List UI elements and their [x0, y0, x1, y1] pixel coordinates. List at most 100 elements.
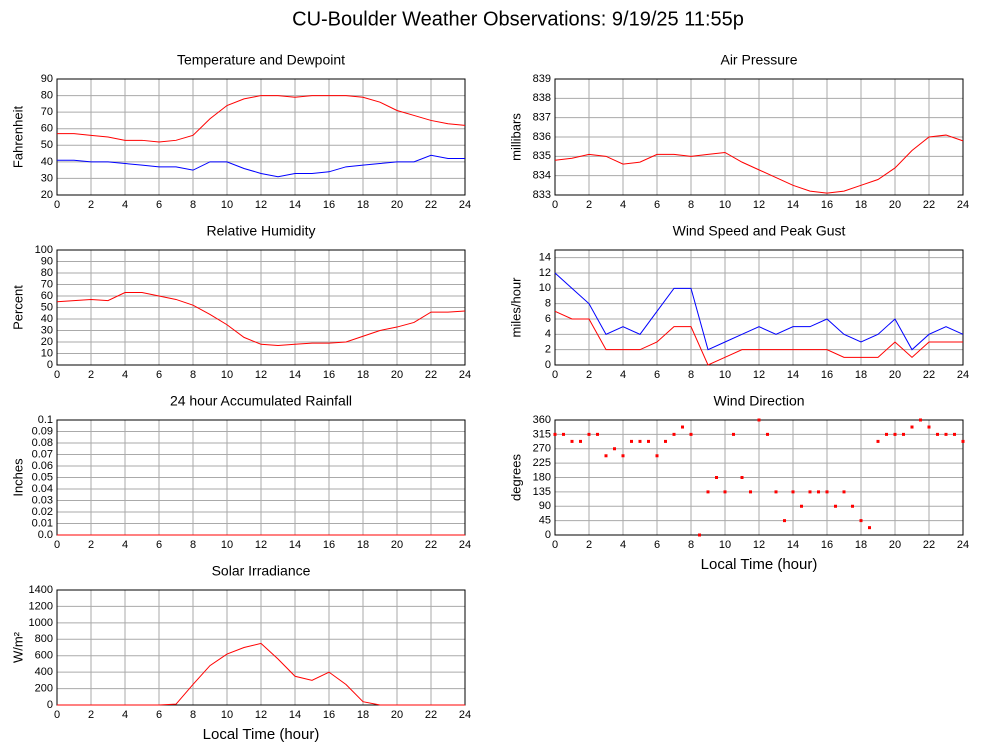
data-point	[919, 418, 922, 422]
data-point	[783, 519, 786, 523]
data-point	[740, 476, 744, 479]
x-tick-label: 24	[459, 199, 471, 211]
y-tick-label: 1200	[29, 600, 53, 612]
page-title: CU-Boulder Weather Observations: 9/19/25…	[292, 8, 744, 30]
x-tick-label: 4	[620, 369, 626, 381]
x-tick-label: 12	[753, 199, 765, 211]
y-tick-label: 835	[533, 150, 551, 162]
chart-title: Wind Speed and Peak Gust	[673, 223, 846, 239]
x-tick-label: 6	[156, 539, 162, 551]
x-tick-label: 18	[855, 539, 867, 551]
y-tick-label: 0.03	[32, 494, 53, 506]
x-tick-label: 22	[425, 199, 437, 211]
plot-frame	[554, 78, 964, 196]
data-point	[672, 432, 676, 436]
x-tick-label: 20	[889, 369, 901, 381]
y-tick-label: 800	[35, 633, 53, 645]
y-tick-label: 0.02	[32, 506, 53, 518]
x-tick-label: 10	[221, 709, 233, 721]
chart: Relative HumidityPercent0102030405060708…	[10, 223, 471, 381]
x-tick-label: 18	[357, 199, 369, 211]
chart-title: Temperature and Dewpoint	[177, 52, 345, 68]
data-point	[621, 454, 625, 458]
data-point	[766, 432, 769, 436]
x-tick-label: 4	[620, 199, 626, 211]
data-point	[689, 432, 693, 436]
y-tick-label: 360	[533, 414, 551, 426]
y-axis-label: Percent	[10, 285, 25, 330]
data-point	[562, 432, 565, 436]
x-tick-label: 4	[122, 369, 128, 381]
y-tick-label: 0.09	[32, 425, 53, 437]
y-tick-label: 0	[47, 699, 53, 711]
x-tick-label: 10	[719, 539, 731, 551]
x-tick-label: 12	[255, 199, 267, 211]
x-tick-label: 16	[323, 539, 335, 551]
x-tick-label: 8	[190, 539, 196, 551]
y-tick-label: 40	[41, 313, 53, 325]
data-line	[56, 292, 466, 346]
x-tick-label: 0	[552, 539, 558, 551]
data-point	[791, 490, 795, 494]
y-tick-label: 20	[41, 189, 53, 201]
y-tick-label: 315	[533, 428, 551, 440]
y-tick-label: 30	[41, 172, 53, 184]
data-point	[885, 432, 888, 436]
data-point	[910, 425, 914, 429]
x-tick-label: 8	[190, 709, 196, 721]
x-tick-label: 0	[552, 199, 558, 211]
y-tick-label: 90	[539, 500, 551, 512]
data-point	[842, 490, 846, 494]
y-tick-label: 400	[35, 666, 53, 678]
data-point	[596, 432, 599, 436]
x-axis-label: Local Time (hour)	[701, 556, 818, 573]
y-axis-label: Inches	[10, 458, 25, 497]
x-tick-label: 20	[889, 199, 901, 211]
y-tick-label: 1400	[29, 584, 53, 596]
x-axis-label: Local Time (hour)	[203, 726, 320, 743]
data-line	[554, 134, 964, 194]
y-tick-label: 837	[533, 112, 551, 124]
y-tick-label: 270	[533, 443, 551, 455]
data-point	[570, 439, 574, 443]
x-tick-label: 14	[787, 539, 799, 551]
x-tick-label: 24	[957, 539, 969, 551]
data-point	[638, 439, 642, 443]
x-tick-label: 18	[357, 709, 369, 721]
y-tick-label: 135	[533, 486, 551, 498]
x-tick-label: 22	[425, 369, 437, 381]
y-tick-label: 2	[545, 344, 551, 356]
data-point	[715, 476, 718, 479]
x-tick-label: 22	[923, 539, 935, 551]
y-tick-label: 40	[41, 156, 53, 168]
x-tick-label: 12	[255, 369, 267, 381]
y-tick-label: 0.1	[38, 414, 53, 426]
x-tick-label: 20	[889, 539, 901, 551]
x-tick-label: 14	[289, 539, 301, 551]
x-tick-label: 22	[425, 539, 437, 551]
y-tick-label: 50	[41, 301, 53, 313]
x-tick-label: 16	[821, 369, 833, 381]
data-point	[613, 447, 616, 451]
data-point	[817, 490, 820, 494]
x-tick-label: 0	[54, 199, 60, 211]
x-tick-label: 18	[855, 369, 867, 381]
y-tick-label: 45	[539, 515, 551, 527]
y-tick-label: 0	[545, 529, 551, 541]
plot-frame	[56, 78, 466, 196]
data-point	[834, 504, 837, 508]
y-tick-label: 30	[41, 324, 53, 336]
x-tick-label: 8	[688, 369, 694, 381]
y-tick-label: 0.07	[32, 448, 53, 460]
data-point	[774, 490, 778, 494]
y-tick-label: 833	[533, 189, 551, 201]
x-tick-label: 12	[255, 539, 267, 551]
data-point	[587, 432, 591, 436]
x-tick-label: 4	[122, 709, 128, 721]
y-tick-label: 12	[539, 267, 551, 279]
x-tick-label: 4	[122, 199, 128, 211]
data-point	[808, 490, 812, 494]
data-point	[868, 526, 871, 530]
